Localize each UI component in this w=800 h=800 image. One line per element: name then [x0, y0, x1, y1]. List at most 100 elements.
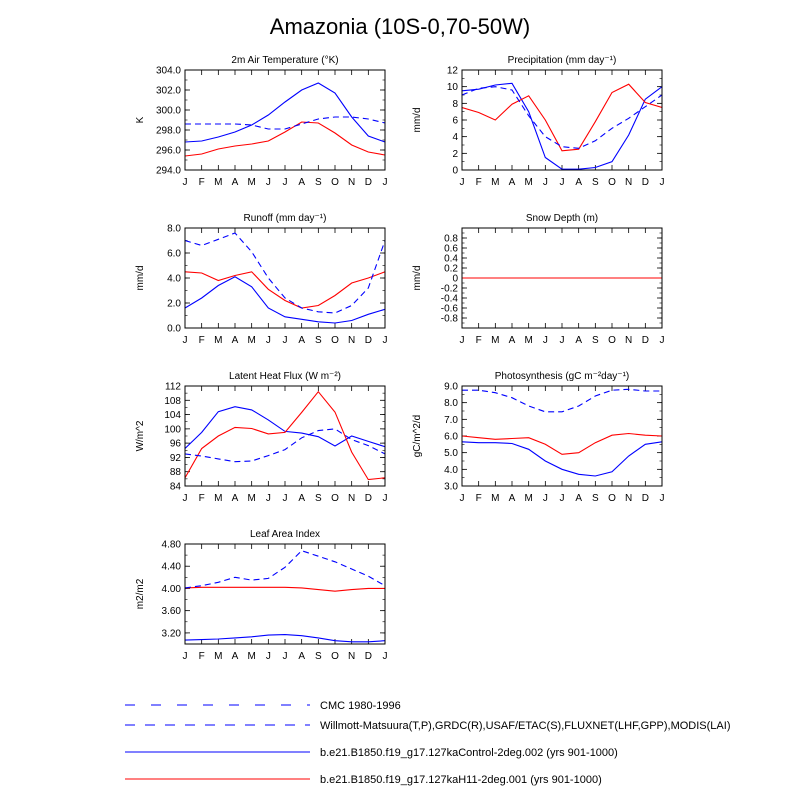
x-tick-label: O — [608, 493, 616, 504]
x-tick-label: N — [625, 493, 632, 504]
y-tick-label: 7.0 — [444, 415, 458, 426]
x-tick-label: D — [365, 177, 372, 188]
y-axis-label: mm/d — [412, 108, 423, 133]
x-tick-label: D — [365, 335, 372, 346]
x-tick-label: J — [460, 335, 465, 346]
y-tick-label: 8.0 — [444, 398, 458, 409]
plot-frame — [184, 543, 386, 645]
x-tick-label: J — [543, 177, 548, 188]
x-tick-label: J — [183, 493, 188, 504]
x-tick-label: F — [476, 177, 482, 188]
y-tick-label: 294.0 — [156, 166, 181, 177]
x-tick-label: O — [331, 651, 339, 662]
y-tick-label: 5.0 — [444, 448, 458, 459]
x-tick-label: M — [214, 651, 222, 662]
series-line-observed — [462, 388, 662, 413]
y-axis-label: W/m^2 — [135, 420, 146, 451]
x-tick-label: S — [315, 177, 322, 188]
x-tick-label: D — [365, 651, 372, 662]
x-tick-label: A — [298, 177, 305, 188]
y-tick-label: 304.0 — [156, 66, 181, 77]
x-tick-label: J — [560, 335, 565, 346]
x-tick-label: S — [592, 493, 599, 504]
y-tick-label: 6.0 — [167, 249, 181, 260]
x-tick-label: O — [331, 335, 339, 346]
x-tick-label: M — [214, 493, 222, 504]
y-tick-label: -0.6 — [441, 304, 459, 315]
x-tick-label: J — [266, 493, 271, 504]
series-line-control — [185, 634, 385, 643]
x-tick-label: J — [283, 335, 288, 346]
x-tick-label: D — [642, 493, 649, 504]
x-tick-label: A — [232, 493, 239, 504]
y-tick-label: 298.0 — [156, 126, 181, 137]
y-tick-label: 6.0 — [444, 432, 458, 443]
x-tick-label: O — [608, 335, 616, 346]
figure-title: Amazonia (10S-0,70-50W) — [269, 14, 531, 39]
x-tick-label: D — [642, 177, 649, 188]
x-tick-label: J — [660, 177, 665, 188]
x-tick-label: A — [232, 335, 239, 346]
x-tick-label: A — [575, 493, 582, 504]
y-tick-label: 0 — [452, 166, 458, 177]
panel-title: Latent Heat Flux (W m⁻²) — [229, 371, 341, 382]
x-tick-label: M — [214, 335, 222, 346]
x-tick-label: O — [608, 177, 616, 188]
y-tick-label: -0.8 — [441, 314, 459, 325]
y-tick-label: 12 — [447, 66, 459, 77]
x-tick-label: J — [543, 335, 548, 346]
x-tick-label: A — [298, 651, 305, 662]
y-tick-label: 2.0 — [167, 299, 181, 310]
series-line-observed — [185, 550, 385, 589]
series-line-control — [185, 82, 385, 143]
x-tick-label: J — [560, 493, 565, 504]
panel-title: Runoff (mm day⁻¹) — [244, 213, 327, 224]
x-tick-label: J — [383, 335, 388, 346]
x-tick-label: N — [348, 177, 355, 188]
x-tick-label: J — [283, 177, 288, 188]
x-tick-label: J — [660, 335, 665, 346]
series-line-observed — [462, 86, 662, 149]
x-tick-label: O — [331, 493, 339, 504]
y-tick-label: -0.2 — [441, 284, 459, 295]
x-tick-label: A — [232, 177, 239, 188]
x-tick-label: J — [183, 651, 188, 662]
y-tick-label: 100 — [164, 424, 181, 435]
y-tick-label: 3.0 — [444, 482, 458, 493]
plot-frame — [461, 69, 663, 171]
plot-frame — [461, 227, 663, 329]
y-tick-label: 84 — [170, 482, 182, 493]
y-axis-label: gC/m^2/d — [412, 415, 423, 458]
y-tick-label: 104 — [164, 410, 181, 421]
x-tick-label: M — [491, 493, 499, 504]
y-tick-label: 0.8 — [444, 234, 458, 245]
x-tick-label: A — [232, 651, 239, 662]
x-tick-label: S — [315, 493, 322, 504]
y-tick-label: 92 — [170, 453, 182, 464]
x-tick-label: N — [348, 651, 355, 662]
y-tick-label: 302.0 — [156, 86, 181, 97]
y-tick-label: 10 — [447, 82, 459, 93]
x-tick-label: M — [491, 177, 499, 188]
y-tick-label: 0.4 — [444, 254, 458, 265]
x-tick-label: M — [247, 335, 255, 346]
legend-label: b.e21.B1850.f19_g17.127kaH11-2deg.001 (y… — [320, 774, 602, 786]
y-tick-label: 0.6 — [444, 244, 458, 255]
panel-title: Photosynthesis (gC m⁻²day⁻¹) — [495, 371, 630, 382]
legend-label: CMC 1980-1996 — [320, 700, 401, 712]
x-tick-label: M — [247, 493, 255, 504]
series-line-control — [185, 276, 385, 324]
series-line-h11 — [462, 432, 662, 455]
x-tick-label: M — [524, 177, 532, 188]
x-tick-label: F — [199, 651, 205, 662]
x-tick-label: J — [383, 177, 388, 188]
series-line-h11 — [185, 586, 385, 592]
y-tick-label: 300.0 — [156, 106, 181, 117]
panel-title: 2m Air Temperature (°K) — [231, 55, 338, 66]
y-tick-label: 4.40 — [162, 562, 182, 573]
x-tick-label: M — [214, 177, 222, 188]
y-tick-label: 4.00 — [162, 584, 182, 595]
x-tick-label: J — [460, 493, 465, 504]
y-axis-label: K — [135, 116, 146, 123]
